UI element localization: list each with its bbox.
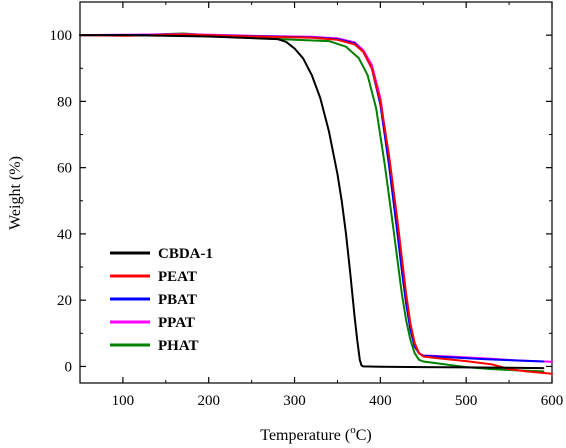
x-axis-title: Temperature (oC) [260, 424, 371, 444]
x-axis-ticks: 100 200 300 400 500 600 [79, 2, 564, 409]
legend-label: PEAT [158, 269, 197, 285]
legend-label: PHAT [158, 338, 199, 354]
series-line-ppat [79, 33, 553, 363]
x-axis-title-main: Temperature ( [260, 427, 350, 444]
x-tick-label: 100 [112, 393, 135, 409]
legend: CBDA-1 PEAT PBAT PPAT PHAT [110, 246, 213, 354]
legend-label: PPAT [158, 315, 195, 331]
series-lines [79, 32, 553, 375]
y-axis-ticks: 0 20 40 60 80 100 [50, 1, 552, 375]
series-line-pbat [79, 33, 545, 363]
x-tick-label: 200 [197, 393, 220, 409]
x-tick-label: 400 [369, 393, 392, 409]
y-tick-label: 80 [57, 94, 72, 110]
y-tick-label: 20 [57, 293, 72, 309]
x-axis-title-unit: C) [356, 427, 372, 444]
legend-label: PBAT [158, 292, 197, 308]
x-tick-label: 300 [283, 393, 306, 409]
x-tick-label: 600 [541, 393, 564, 409]
y-tick-label: 40 [57, 227, 72, 243]
y-tick-label: 60 [57, 161, 72, 177]
x-tick-label: 500 [455, 393, 478, 409]
series-line-peat [79, 33, 553, 375]
x-axis-title-degree: o [350, 424, 356, 436]
plot-frame [79, 1, 553, 384]
legend-label: CBDA-1 [158, 246, 213, 262]
y-tick-label: 0 [65, 359, 73, 375]
y-axis-title: Weight (%) [7, 156, 24, 230]
series-line-phat [79, 32, 545, 373]
series-line-cbda-1 [79, 34, 545, 370]
y-tick-label: 100 [50, 28, 73, 44]
